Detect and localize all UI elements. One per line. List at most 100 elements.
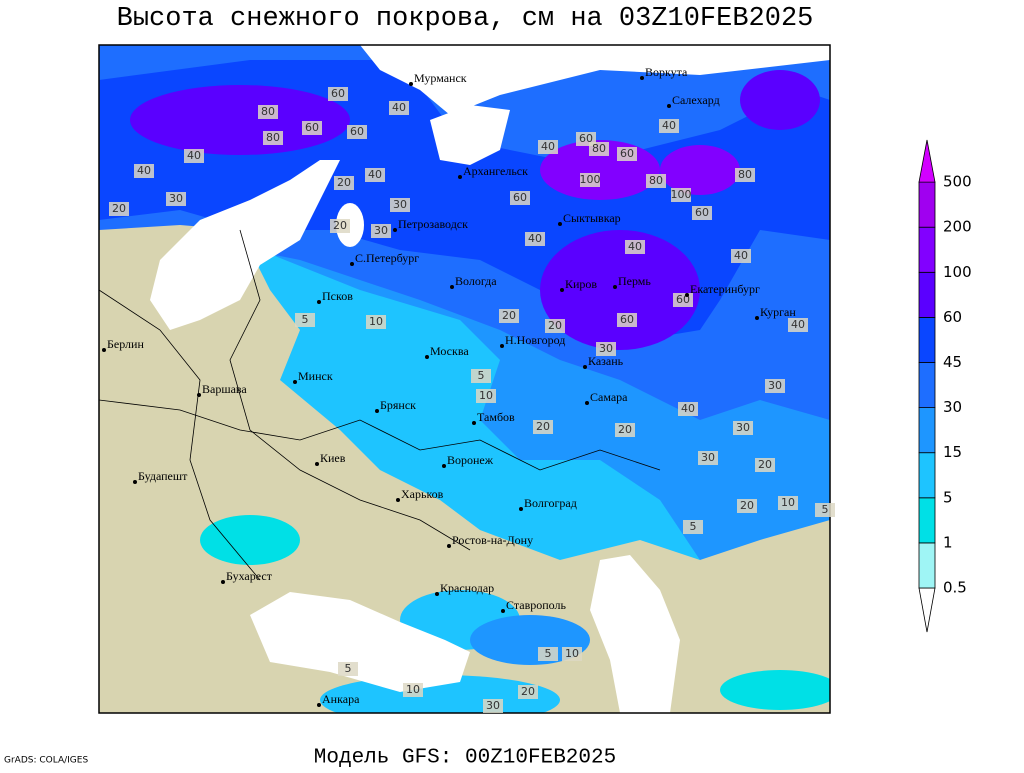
contour-label: 40 — [137, 164, 151, 177]
contour-label: 40 — [734, 249, 748, 262]
contour-label-box — [659, 119, 679, 133]
colorbar-label: 1 — [943, 533, 953, 551]
contour-label: 10 — [781, 496, 795, 509]
contour-label-box — [755, 458, 775, 472]
snow-zone — [470, 615, 590, 665]
city-label: Минск — [298, 369, 333, 383]
contour-label-box — [184, 149, 204, 163]
snow-zone — [720, 670, 830, 710]
city-dot — [640, 76, 644, 80]
city-dot — [558, 222, 562, 226]
city-label: Будапешт — [138, 469, 188, 483]
city-label: С.Петербург — [355, 251, 419, 265]
contour-label: 20 — [536, 420, 550, 433]
city-label: Псков — [322, 289, 353, 303]
city-label: Ставрополь — [506, 598, 566, 612]
colorbar-triangle — [918, 139, 936, 183]
city-dot — [221, 580, 225, 584]
contour-label-box — [390, 198, 410, 212]
contour-label: 10 — [406, 683, 420, 696]
contour-label-box — [134, 164, 154, 178]
contour-label: 20 — [758, 458, 772, 471]
city-label: Н.Новгород — [505, 333, 565, 347]
city-label: Киров — [565, 277, 597, 291]
credit: GrADS: COLA/IGES — [4, 756, 88, 766]
contour-label-box — [403, 683, 423, 697]
contour-label: 60 — [305, 121, 319, 134]
contour-label: 40 — [628, 240, 642, 253]
contour-label-box — [476, 389, 496, 403]
contour-label: 40 — [662, 119, 676, 132]
city-label: Салехард — [672, 93, 720, 107]
contour-label: 20 — [618, 423, 632, 436]
contour-label-box — [731, 249, 751, 263]
contour-label: 20 — [740, 499, 754, 512]
contour-label-box — [815, 503, 835, 517]
contour-label: 60 — [695, 206, 709, 219]
contour-label: 60 — [579, 132, 593, 145]
contour-label: 5 — [545, 647, 552, 660]
contour-label: 30 — [599, 342, 613, 355]
contour-label: 40 — [187, 149, 201, 162]
contour-label-box — [338, 662, 358, 676]
city-dot — [442, 464, 446, 468]
contour-label-box — [533, 420, 553, 434]
colorbar-box — [918, 271, 936, 318]
contour-label: 10 — [565, 647, 579, 660]
city-label: Тамбов — [477, 410, 515, 424]
contour-label-box — [698, 451, 718, 465]
city-dot — [375, 409, 379, 413]
city-dot — [197, 393, 201, 397]
contour-label-box — [330, 219, 350, 233]
contour-label-box — [295, 313, 315, 327]
city-dot — [317, 703, 321, 707]
border — [99, 399, 661, 471]
colorbar-label: 0.5 — [943, 579, 967, 597]
city-dot — [350, 262, 354, 266]
contour-label-box — [347, 125, 367, 139]
colorbar-label: 5 — [943, 488, 953, 506]
city-label: Волгоград — [524, 496, 577, 510]
city-dot — [393, 228, 397, 232]
contour-label-box — [538, 140, 558, 154]
contour-label: 30 — [701, 451, 715, 464]
contour-label-box — [671, 188, 691, 202]
map-frame — [98, 44, 831, 714]
contour-label-box — [545, 319, 565, 333]
contour-label: 20 — [112, 202, 126, 215]
city-dot — [501, 609, 505, 613]
contour-label-box — [263, 131, 283, 145]
contour-label: 40 — [392, 101, 406, 114]
colorbar-label: 30 — [943, 398, 962, 416]
contour-label: 30 — [169, 192, 183, 205]
city-dot — [315, 462, 319, 466]
city-label: Воронеж — [447, 453, 494, 467]
contour-label: 60 — [620, 147, 634, 160]
contour-label: 100 — [671, 188, 692, 201]
contour-label-box — [692, 206, 712, 220]
contour-label-box — [788, 318, 808, 332]
contour-label-box — [617, 313, 637, 327]
colorbar-box — [918, 226, 936, 273]
contour-label: 20 — [548, 319, 562, 332]
city-label: Москва — [430, 344, 469, 358]
contour-label: 20 — [521, 685, 535, 698]
city-label: Пермь — [618, 274, 651, 288]
contour-label-box — [499, 309, 519, 323]
city-dot — [450, 285, 454, 289]
colorbar-box — [918, 542, 936, 589]
border — [229, 229, 471, 551]
city-dot — [458, 175, 462, 179]
contour-label: 80 — [738, 168, 752, 181]
contour-label-box — [389, 101, 409, 115]
city-label: Самара — [590, 390, 628, 404]
contour-label-box — [737, 499, 757, 513]
contour-label: 20 — [502, 309, 516, 322]
colorbar-box — [918, 316, 936, 363]
city-dot — [667, 104, 671, 108]
contour-label: 80 — [261, 105, 275, 118]
city-dot — [585, 401, 589, 405]
contour-label: 60 — [620, 313, 634, 326]
contour-label: 20 — [337, 176, 351, 189]
contour-label-box — [765, 379, 785, 393]
